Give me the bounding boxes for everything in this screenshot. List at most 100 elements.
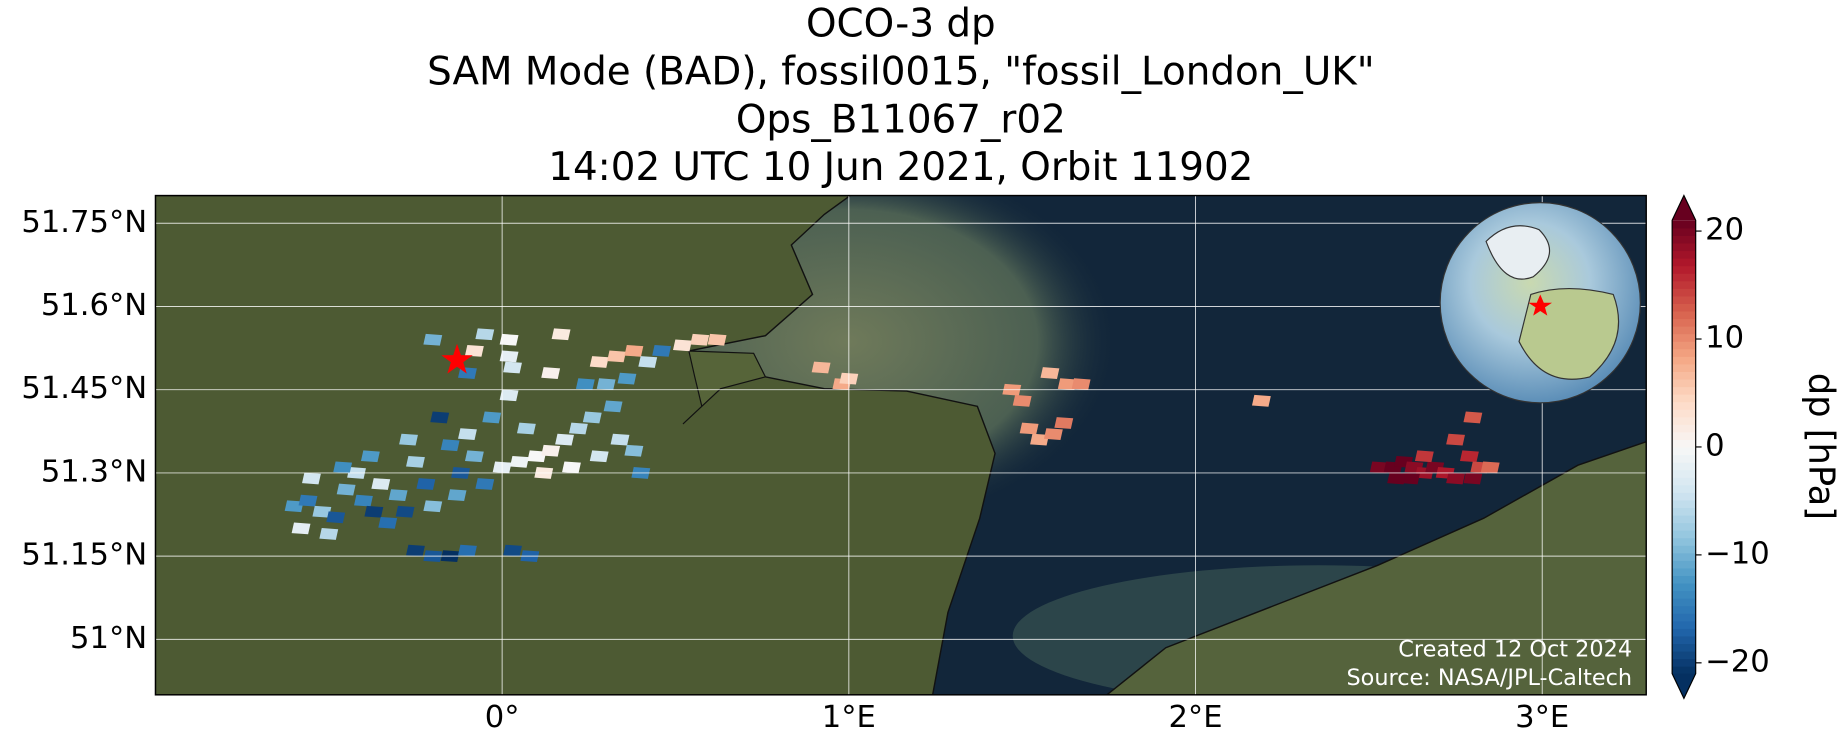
colorbar-segment bbox=[1672, 507, 1696, 516]
colorbar-segment bbox=[1672, 363, 1696, 372]
footprint bbox=[555, 433, 574, 446]
footprint bbox=[1463, 411, 1483, 424]
colorbar-segment bbox=[1672, 273, 1696, 282]
colorbar-label: dp [hPa] bbox=[1800, 373, 1837, 520]
footprint bbox=[1446, 472, 1465, 485]
footprint bbox=[1043, 428, 1063, 440]
colorbar-segment bbox=[1672, 250, 1696, 259]
footprint bbox=[499, 350, 519, 363]
colorbar-segment bbox=[1672, 635, 1696, 644]
footprint bbox=[1251, 394, 1271, 407]
footprint bbox=[1369, 461, 1389, 474]
x-tick-label: 3°E bbox=[1515, 700, 1569, 735]
footprint bbox=[447, 489, 467, 502]
footprint bbox=[291, 522, 311, 535]
colorbar-segment bbox=[1672, 258, 1696, 267]
footprint bbox=[336, 483, 356, 496]
colorbar-segment bbox=[1672, 227, 1696, 236]
footprint bbox=[440, 439, 460, 452]
colorbar-segment bbox=[1672, 666, 1696, 675]
colorbar-segment bbox=[1672, 598, 1696, 607]
footprint bbox=[302, 472, 321, 485]
footprint bbox=[589, 356, 609, 368]
title-line: 14:02 UTC 10 Jun 2021, Orbit 11902 bbox=[548, 145, 1253, 190]
footprint bbox=[1463, 472, 1483, 485]
footprint bbox=[364, 505, 384, 518]
colorbar-tick-label: 20 bbox=[1705, 213, 1744, 248]
colorbar-segment bbox=[1672, 409, 1696, 418]
footprint bbox=[388, 489, 408, 502]
x-tick-label: 2°E bbox=[1168, 700, 1222, 735]
colorbar-segment bbox=[1672, 431, 1696, 440]
colorbar-segment bbox=[1672, 454, 1696, 463]
colorbar-segment bbox=[1672, 242, 1696, 252]
y-tick-label: 51.75°N bbox=[21, 205, 147, 240]
footprint bbox=[811, 361, 831, 374]
colorbar-segment bbox=[1672, 658, 1696, 667]
footprint bbox=[298, 494, 318, 507]
footprint bbox=[464, 450, 484, 463]
footprint bbox=[499, 333, 519, 346]
y-tick-label: 51.45°N bbox=[21, 371, 147, 406]
footprint bbox=[1019, 422, 1039, 435]
footprint bbox=[319, 528, 339, 540]
colorbar-segment bbox=[1672, 220, 1696, 229]
colorbar-segment bbox=[1672, 341, 1696, 350]
footprint bbox=[1030, 433, 1049, 446]
footprint bbox=[458, 544, 477, 557]
footprint bbox=[475, 478, 495, 490]
colorbar-segment bbox=[1672, 643, 1696, 652]
colorbar: −20 −10 0 10 20 dp [hPa] bbox=[1671, 194, 1837, 700]
footprint bbox=[596, 378, 616, 391]
footprint bbox=[333, 461, 353, 474]
colorbar-segment bbox=[1672, 575, 1696, 584]
colorbar-segment bbox=[1672, 371, 1696, 380]
footprint bbox=[617, 372, 637, 385]
footprint bbox=[423, 500, 443, 513]
colorbar-segment bbox=[1672, 605, 1696, 614]
colorbar-segment bbox=[1672, 386, 1696, 395]
x-tick-label: 0° bbox=[485, 700, 520, 735]
colorbar-segment bbox=[1672, 484, 1696, 493]
footprint bbox=[575, 378, 595, 391]
footprint bbox=[464, 344, 484, 357]
colorbar-segment bbox=[1672, 530, 1696, 539]
y-tick-label: 51°N bbox=[70, 621, 147, 656]
footprint bbox=[582, 411, 602, 424]
footprint bbox=[416, 478, 436, 490]
footprint bbox=[482, 411, 502, 424]
footprint bbox=[1057, 378, 1077, 391]
colorbar-segment bbox=[1672, 318, 1696, 327]
footprint bbox=[607, 350, 626, 363]
colorbar-segment bbox=[1672, 378, 1696, 388]
colorbar-segment bbox=[1672, 295, 1696, 304]
colorbar-segment bbox=[1672, 280, 1696, 289]
colorbar-tick-label: 10 bbox=[1705, 321, 1744, 356]
footprint bbox=[589, 450, 609, 463]
credit-text: Created 12 Oct 2024 bbox=[1398, 637, 1632, 663]
y-tick-label: 51.6°N bbox=[41, 288, 147, 323]
footprint bbox=[284, 500, 304, 513]
footprint bbox=[458, 428, 477, 440]
title-line: SAM Mode (BAD), fossil0015, "fossil_Lond… bbox=[427, 49, 1375, 94]
y-tick-label: 51.3°N bbox=[41, 454, 147, 489]
footprint bbox=[503, 361, 522, 374]
colorbar-segment bbox=[1672, 462, 1696, 471]
colorbar-segment bbox=[1672, 537, 1696, 546]
colorbar-segment bbox=[1672, 522, 1696, 531]
footprint bbox=[541, 367, 561, 379]
footprint bbox=[1480, 461, 1500, 474]
footprint bbox=[624, 344, 644, 357]
colorbar-extend-max bbox=[1672, 195, 1696, 221]
colorbar-segment bbox=[1672, 394, 1696, 403]
footprints bbox=[284, 328, 1500, 563]
colorbar-segment bbox=[1672, 303, 1696, 312]
colorbar-segment bbox=[1672, 628, 1696, 637]
globe-inset bbox=[1439, 202, 1641, 404]
footprint bbox=[551, 328, 571, 341]
title-line: Ops_B11067_r02 bbox=[736, 97, 1066, 142]
footprint bbox=[638, 356, 658, 368]
colorbar-segment bbox=[1672, 620, 1696, 629]
footprint bbox=[399, 433, 418, 446]
